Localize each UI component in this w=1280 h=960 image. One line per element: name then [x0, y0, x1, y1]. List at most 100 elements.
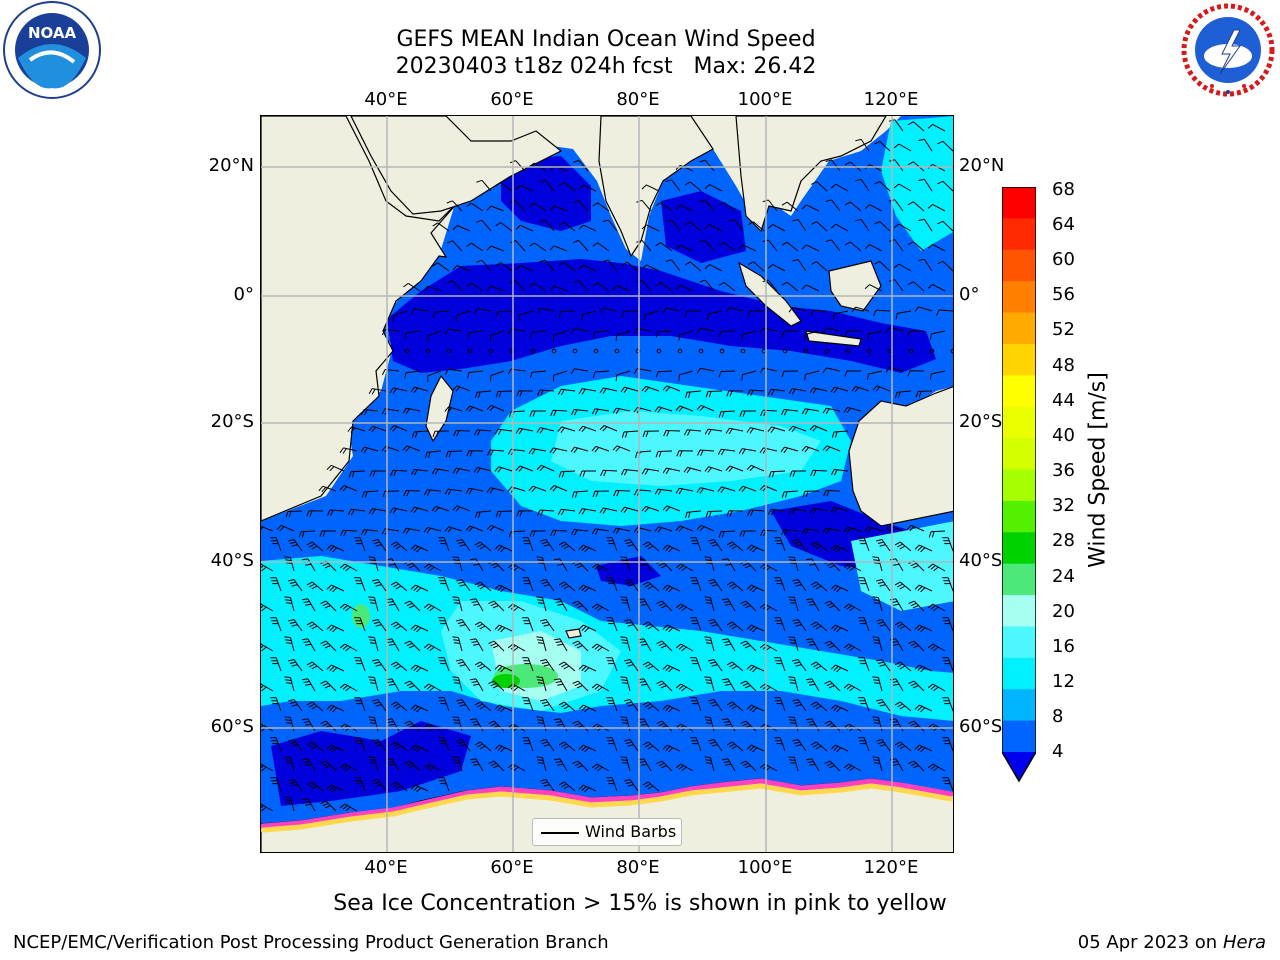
wind-barb — [537, 389, 555, 396]
wind-barb — [270, 577, 282, 592]
wind-barb — [473, 429, 492, 436]
wind-barb — [676, 450, 694, 457]
wind-barb — [747, 221, 765, 232]
lat-tick-left: 20°S — [210, 411, 254, 432]
wind-barb — [718, 330, 736, 338]
wind-barb — [746, 464, 765, 472]
wind-barb — [914, 584, 933, 593]
wind-barb — [843, 603, 862, 612]
wind-barb — [549, 285, 568, 292]
wind-barb — [423, 603, 442, 612]
wind-barb — [699, 199, 715, 212]
colorbar-segment — [1002, 626, 1036, 659]
wind-barb — [678, 330, 694, 341]
wind-barb — [894, 661, 912, 672]
wind-barb — [591, 445, 610, 453]
wind-barb — [474, 510, 492, 519]
australia-land — [848, 386, 953, 527]
wind-barb — [894, 390, 912, 399]
wind-barb — [927, 683, 946, 692]
wind-barb — [261, 525, 274, 532]
wind-barb — [722, 718, 736, 732]
wind-barb — [843, 406, 862, 414]
wind-barb — [699, 279, 715, 292]
wind-barb — [339, 563, 358, 572]
wind-barb — [486, 404, 505, 412]
wind-barb — [788, 388, 807, 395]
wind-barb — [404, 760, 421, 772]
wind-barb — [789, 470, 806, 477]
wind-barb — [675, 643, 694, 652]
wind-barb — [573, 239, 589, 252]
wind-barb — [843, 763, 862, 772]
wind-barb — [339, 603, 358, 612]
lat-tick-right: 20°S — [959, 411, 1003, 432]
wind-barb — [718, 241, 736, 252]
wind-barb — [914, 704, 933, 713]
wind-barb — [858, 697, 870, 712]
wind-barb — [404, 720, 421, 732]
wind-barb — [549, 447, 568, 454]
wind-barb — [452, 225, 471, 232]
colorbar-outline — [1002, 187, 1036, 783]
wind-barb — [522, 617, 534, 632]
wind-barb — [612, 285, 631, 292]
wind-barb — [529, 330, 547, 339]
wind-barb — [615, 330, 631, 342]
wind-barb — [726, 541, 744, 552]
wind-barb — [655, 330, 673, 338]
colorbar-tick: 32 — [1052, 495, 1075, 516]
wind-barb — [894, 581, 912, 592]
wind-barb — [704, 264, 723, 272]
wind-barb — [890, 638, 904, 652]
wind-barb — [788, 596, 799, 612]
wind-barb — [655, 450, 673, 458]
wind-barb — [824, 720, 841, 732]
wind-barb — [522, 697, 534, 712]
wind-barb — [774, 737, 786, 752]
date-text: 05 Apr 2023 on — [1077, 932, 1223, 953]
wind-barb — [339, 447, 358, 454]
wind-barb — [780, 529, 799, 536]
wind-barb — [368, 756, 379, 772]
wind-barb — [675, 284, 694, 292]
wind-barb — [558, 701, 576, 712]
wind-speed-map — [261, 116, 953, 852]
wind-barb — [907, 121, 925, 132]
wind-barb — [368, 388, 387, 395]
wind-barb — [354, 537, 366, 552]
wind-barb — [699, 239, 715, 252]
wind-barb — [864, 204, 883, 212]
wind-barb — [486, 285, 505, 292]
wind-barb-calm — [845, 348, 851, 354]
wind-barb — [656, 760, 673, 772]
wind-barb — [474, 390, 492, 399]
wind-barb — [386, 558, 400, 572]
wind-barb — [759, 643, 778, 652]
wind-barb — [942, 617, 953, 632]
wind-barb — [444, 488, 463, 495]
wind-barb — [410, 506, 429, 514]
wind-barb — [339, 683, 358, 692]
wind-barb — [638, 758, 652, 772]
wind-barb — [746, 744, 765, 753]
wind-barb — [606, 737, 618, 752]
wind-barb — [456, 659, 471, 672]
wind-barb — [822, 327, 841, 334]
wind-barb — [830, 223, 849, 232]
lat-tick-left: 60°S — [210, 716, 254, 737]
wind-barb — [655, 202, 673, 212]
wind-barb — [620, 556, 631, 572]
wind-barb — [811, 181, 828, 192]
wind-barb — [872, 385, 891, 392]
wind-barb — [410, 308, 429, 315]
wind-barb — [806, 718, 820, 732]
wind-barb — [486, 487, 505, 494]
wind-barb — [642, 541, 660, 552]
wind-barb — [456, 619, 471, 632]
wind-barb — [806, 598, 820, 612]
wind-barb — [474, 701, 492, 712]
wind-barb — [578, 264, 597, 272]
wind-barb — [876, 739, 891, 752]
wind-barb — [466, 282, 484, 292]
